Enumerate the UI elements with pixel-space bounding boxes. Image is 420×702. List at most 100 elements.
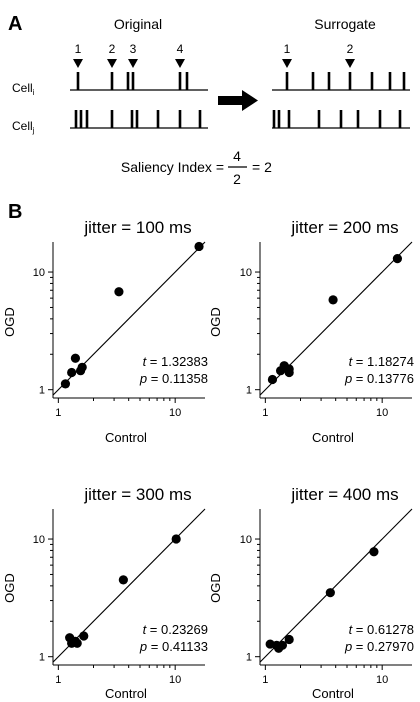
data-point [392, 254, 403, 264]
y-tick-label: 1 [246, 385, 252, 397]
data-point [325, 588, 335, 598]
stat-p-symbol: p [139, 371, 147, 386]
x-tick-label: 1 [55, 407, 61, 419]
chart-title: jitter = 300 ms [83, 485, 191, 504]
saliency-denominator: 2 [233, 171, 241, 187]
stat-t-value: = 1.18274 [352, 354, 414, 369]
original-marker-triangle-icon [175, 59, 185, 68]
data-point [114, 287, 124, 297]
data-point [284, 634, 294, 645]
y-tick-label: 1 [246, 652, 252, 664]
y-axis-label: OGD [208, 573, 223, 603]
y-axis-label: OGD [208, 307, 223, 337]
saliency-label: Saliency Index = [121, 159, 224, 175]
original-title: Original [114, 16, 162, 32]
stat-p-value: = 0.27970 [352, 639, 414, 654]
x-tick-label: 1 [55, 674, 61, 686]
cell-j-label: Cellj [12, 119, 35, 135]
x-axis-label: Control [105, 430, 147, 445]
data-point [72, 638, 82, 648]
data-point [77, 362, 87, 372]
stat-t-value: = 1.32383 [146, 354, 208, 369]
x-axis-label: Control [312, 430, 354, 445]
data-point [70, 353, 81, 363]
original-marker-triangle-icon [73, 59, 83, 68]
stat-t: t = 0.23269 [143, 622, 208, 637]
y-tick-label: 1 [39, 652, 45, 664]
original-marker-triangle-icon [128, 59, 138, 68]
stat-p-symbol: p [344, 371, 352, 386]
data-point [277, 640, 288, 650]
data-point [79, 631, 89, 641]
x-tick-label: 1 [262, 674, 268, 686]
chart-title: jitter = 400 ms [290, 485, 398, 504]
identity-line [259, 508, 413, 663]
stat-t-value: = 0.23269 [146, 622, 208, 637]
y-axis-label: OGD [2, 307, 17, 337]
surrogate-marker-label: 1 [284, 42, 291, 56]
stat-p-value: = 0.11358 [147, 371, 208, 386]
scatter-panel-4: jitter = 400 ms 1 10 1 10 Control OGD t = 0.612… [208, 485, 414, 701]
x-axis-label: Control [312, 686, 354, 701]
y-tick-label: 1 [39, 385, 45, 397]
stat-t-symbol: t [349, 354, 354, 369]
surrogate-marker-triangle-icon [282, 59, 292, 68]
y-tick-label: 10 [33, 267, 45, 279]
chart-title: jitter = 100 ms [83, 218, 191, 237]
panel-a-letter: A [8, 13, 22, 35]
original-marker-label: 3 [130, 42, 137, 56]
data-point [67, 367, 77, 378]
scatter-panels: jitter = 100 ms 1 10 1 10 Control OGD t = 1.323… [2, 218, 414, 701]
stat-p: p = 0.13776 [344, 371, 414, 386]
right-arrow-icon [218, 90, 258, 111]
y-tick-label: 10 [33, 534, 45, 546]
panel-b-letter: B [8, 201, 22, 223]
spike-trains [70, 72, 410, 129]
original-marker-triangle-icon [107, 59, 117, 68]
scatter-panel-2: jitter = 200 ms 1 10 1 10 Control OGD t = 1.182… [208, 218, 414, 445]
original-marker-label: 1 [75, 42, 82, 56]
cell-i-label: Celli [12, 81, 35, 97]
stat-t-value: = 0.61278 [352, 622, 414, 637]
stat-p: p = 0.11358 [139, 371, 208, 386]
data-point [194, 241, 204, 252]
data-point [328, 295, 338, 305]
x-axis-label: Control [105, 686, 147, 701]
x-tick-label: 10 [169, 674, 181, 686]
stat-t: t = 0.61278 [349, 622, 414, 637]
data-point [60, 379, 71, 389]
stat-p-value: = 0.13776 [352, 371, 414, 386]
stat-t-symbol: t [349, 622, 354, 637]
original-marker-label: 4 [177, 42, 184, 56]
surrogate-title: Surrogate [314, 16, 376, 32]
y-tick-label: 10 [240, 534, 252, 546]
x-tick-label: 1 [262, 407, 268, 419]
surrogate-marker-label: 2 [347, 42, 354, 56]
stat-t: t = 1.32383 [143, 354, 208, 369]
stat-t: t = 1.18274 [349, 354, 414, 369]
data-point [369, 547, 379, 557]
saliency-numerator: 4 [233, 148, 241, 164]
chart-title: jitter = 200 ms [290, 218, 398, 237]
y-tick-label: 10 [240, 267, 252, 279]
stat-t-symbol: t [143, 354, 148, 369]
data-point [267, 374, 278, 385]
stat-p-symbol: p [139, 639, 147, 654]
data-point [171, 534, 181, 544]
stat-p-value: = 0.41133 [147, 639, 208, 654]
data-point [118, 575, 128, 585]
scatter-panel-1: jitter = 100 ms 1 10 1 10 Control OGD t = 1.323… [2, 218, 208, 445]
scatter-panel-3: jitter = 300 ms 1 10 1 10 Control OGD t = 0.232… [2, 485, 208, 701]
x-tick-label: 10 [169, 407, 181, 419]
saliency-formula: Saliency Index = 4 2 = 2 [121, 148, 272, 187]
identity-line [52, 508, 206, 663]
saliency-result: = 2 [252, 159, 272, 175]
y-axis-label: OGD [2, 573, 17, 603]
surrogate-marker-triangle-icon [345, 59, 355, 68]
original-marker-label: 2 [109, 42, 116, 56]
data-point [284, 364, 294, 374]
x-tick-label: 10 [376, 674, 388, 686]
x-tick-label: 10 [376, 407, 388, 419]
